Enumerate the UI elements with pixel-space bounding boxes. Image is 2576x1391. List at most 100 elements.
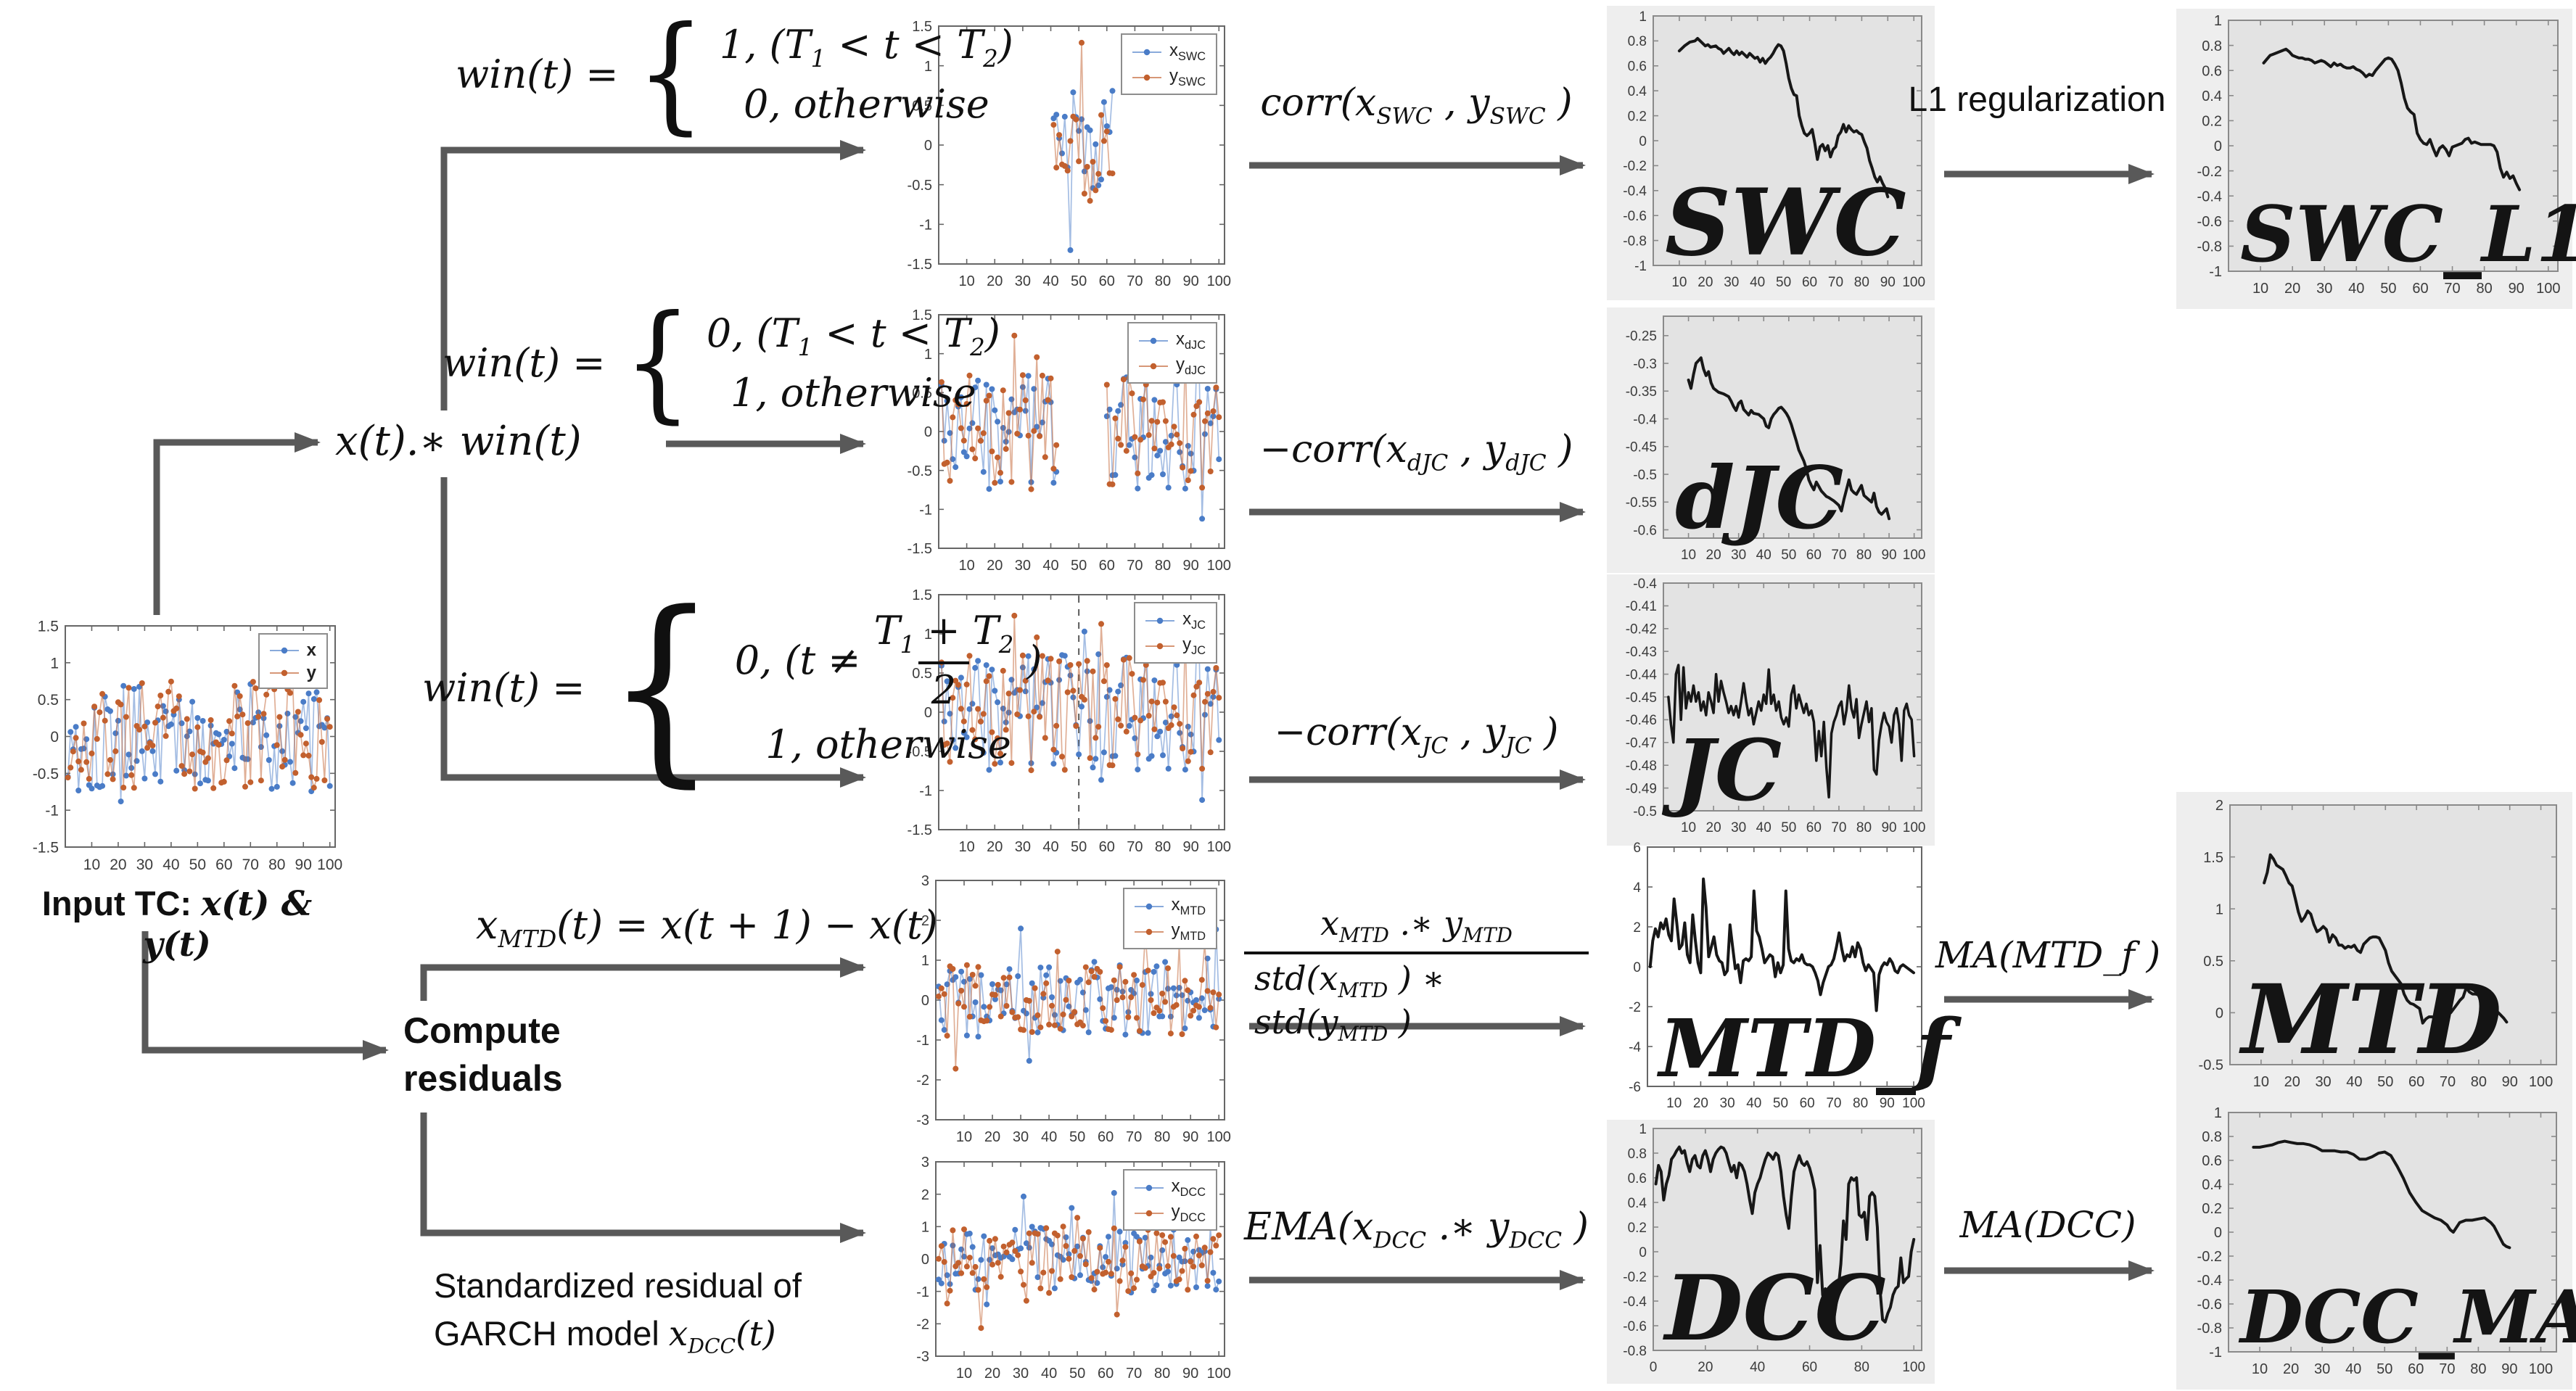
svg-text:-3: -3 <box>916 1113 929 1128</box>
svg-text:50: 50 <box>1781 548 1796 563</box>
svg-text:0.5: 0.5 <box>38 692 59 709</box>
svg-text:20: 20 <box>1693 1096 1708 1111</box>
arrow-input-to-window-product <box>153 432 321 615</box>
svg-text:50: 50 <box>1071 273 1087 289</box>
svg-text:-0.6: -0.6 <box>1623 1319 1647 1334</box>
svg-text:-0.4: -0.4 <box>1623 1295 1647 1310</box>
svg-text:30: 30 <box>1015 839 1031 855</box>
garch-note-math: xDCC(t) <box>668 1313 776 1358</box>
legend-marker-icon <box>1145 617 1175 624</box>
svg-text:1: 1 <box>2215 901 2223 917</box>
svg-text:100: 100 <box>1207 558 1231 574</box>
svg-text:-0.5: -0.5 <box>908 744 932 760</box>
svg-text:80: 80 <box>1854 1360 1869 1375</box>
svg-text:70: 70 <box>2440 1074 2456 1090</box>
svg-text:-1: -1 <box>916 1033 929 1049</box>
legend-marker-icon <box>1132 49 1161 56</box>
svg-text:0: 0 <box>1650 1360 1658 1375</box>
svg-text:40: 40 <box>2345 1361 2361 1377</box>
svg-text:100: 100 <box>317 857 342 873</box>
svg-text:50: 50 <box>1069 1129 1085 1145</box>
svg-text:50: 50 <box>1781 820 1796 835</box>
svg-text:40: 40 <box>1756 548 1771 563</box>
svg-text:-0.5: -0.5 <box>1633 468 1657 483</box>
svg-text:80: 80 <box>2470 1361 2486 1377</box>
svg-text:-0.3: -0.3 <box>1633 357 1657 372</box>
plot-corner-label: MTD <box>2242 964 2502 1077</box>
svg-text:0.2: 0.2 <box>1628 109 1647 124</box>
svg-text:90: 90 <box>1881 548 1896 563</box>
legend-label: yMTD <box>1171 920 1206 943</box>
legend-marker-icon <box>1138 337 1168 344</box>
dcc-residual-plot: 10 20 30 40 50 60 70 80 90 100 3 2 1 0 -1 -2 -3 xDCC yDCC <box>894 1152 1235 1388</box>
formula-lhs: win(t) = <box>456 51 619 97</box>
svg-text:0: 0 <box>1639 134 1647 149</box>
legend-label: y <box>306 663 316 682</box>
mtd-ma-output-plot: 10 20 30 40 50 60 70 80 90 100 2 1.5 1 0.5 0 -0.5 MTD <box>2176 792 2572 1104</box>
svg-text:90: 90 <box>1880 275 1896 290</box>
svg-text:-0.2: -0.2 <box>1623 159 1647 174</box>
svg-text:60: 60 <box>215 857 232 873</box>
svg-text:40: 40 <box>1756 820 1771 835</box>
svg-text:0.6: 0.6 <box>1628 1171 1647 1186</box>
svg-text:-0.43: -0.43 <box>1626 645 1657 660</box>
compute-residuals-label: Compute residuals <box>403 1010 563 1099</box>
svg-text:-0.4: -0.4 <box>1633 412 1657 427</box>
svg-text:40: 40 <box>1750 275 1765 290</box>
formula-lhs: win(t) = <box>443 339 606 386</box>
plot-canvas: 10 20 30 40 50 60 70 80 90 100 -0.25 -0.3 -0.35 -0.4 -… <box>1626 315 1925 563</box>
swc-windowed-plot: 10 20 30 40 50 60 70 80 90 100 1.5 1 0.5 0 -0.5 -1 -1.5 x… <box>894 16 1235 297</box>
svg-text:0: 0 <box>2215 1006 2223 1022</box>
arrow-input-to-residuals <box>141 931 389 1060</box>
svg-text:10: 10 <box>2252 281 2268 297</box>
svg-text:-0.6: -0.6 <box>2197 214 2222 230</box>
legend-label: xSWC <box>1169 41 1206 63</box>
svg-text:0.8: 0.8 <box>1628 34 1647 49</box>
svg-text:90: 90 <box>1183 839 1199 855</box>
svg-text:50: 50 <box>2377 1074 2393 1090</box>
svg-text:50: 50 <box>1776 275 1791 290</box>
svg-text:-0.4: -0.4 <box>2197 1273 2222 1289</box>
svg-text:3: 3 <box>921 1155 929 1171</box>
ema-dcc-label: EMA(xDCC .∗ yDCC ) <box>1244 1205 1589 1254</box>
plot-corner-label: MTD_f <box>1659 1002 1951 1095</box>
svg-text:6: 6 <box>1633 841 1641 856</box>
svg-text:50: 50 <box>1773 1096 1788 1111</box>
swc-l1-output-plot: 10 20 30 40 50 60 70 80 90 100 1 0.8 0.6 0.4 0.2 0 -0.2 -… <box>2176 9 2576 309</box>
svg-text:90: 90 <box>2502 1074 2518 1090</box>
svg-text:2: 2 <box>2215 798 2223 814</box>
svg-text:80: 80 <box>1154 1366 1170 1382</box>
l1-regularization-label: L1 regularization <box>1908 81 2166 119</box>
svg-text:-6: -6 <box>1629 1080 1641 1095</box>
legend-label: yJC <box>1182 634 1206 657</box>
svg-text:40: 40 <box>162 857 179 873</box>
svg-text:-0.8: -0.8 <box>2197 239 2222 255</box>
svg-text:3: 3 <box>921 873 929 889</box>
svg-text:60: 60 <box>2412 281 2428 297</box>
brace-icon: { <box>606 569 717 806</box>
svg-text:-1: -1 <box>2209 1345 2222 1361</box>
svg-text:10: 10 <box>959 839 975 855</box>
svg-text:30: 30 <box>1724 275 1739 290</box>
svg-text:10: 10 <box>83 857 100 873</box>
svg-text:10: 10 <box>1681 548 1696 563</box>
svg-text:-4: -4 <box>1629 1040 1641 1055</box>
svg-text:1.5: 1.5 <box>912 19 932 35</box>
svg-text:30: 30 <box>1015 558 1031 574</box>
svg-text:2: 2 <box>921 1187 929 1203</box>
plot-corner-label: DCC_MA <box>2240 1274 2576 1360</box>
svg-text:0: 0 <box>924 424 932 440</box>
plot-corner-label: dJC <box>1675 447 1844 548</box>
svg-text:10: 10 <box>1681 820 1696 835</box>
svg-text:90: 90 <box>2501 1361 2517 1377</box>
svg-text:-1: -1 <box>45 803 59 820</box>
svg-text:-0.46: -0.46 <box>1626 713 1657 728</box>
svg-text:-1.5: -1.5 <box>908 541 932 557</box>
svg-text:80: 80 <box>1155 839 1171 855</box>
svg-text:-0.42: -0.42 <box>1626 622 1657 637</box>
svg-text:-0.4: -0.4 <box>2197 189 2222 205</box>
svg-text:60: 60 <box>1099 273 1115 289</box>
svg-text:60: 60 <box>2408 1074 2424 1090</box>
svg-text:2: 2 <box>1633 920 1641 936</box>
svg-text:-2: -2 <box>916 1073 929 1089</box>
